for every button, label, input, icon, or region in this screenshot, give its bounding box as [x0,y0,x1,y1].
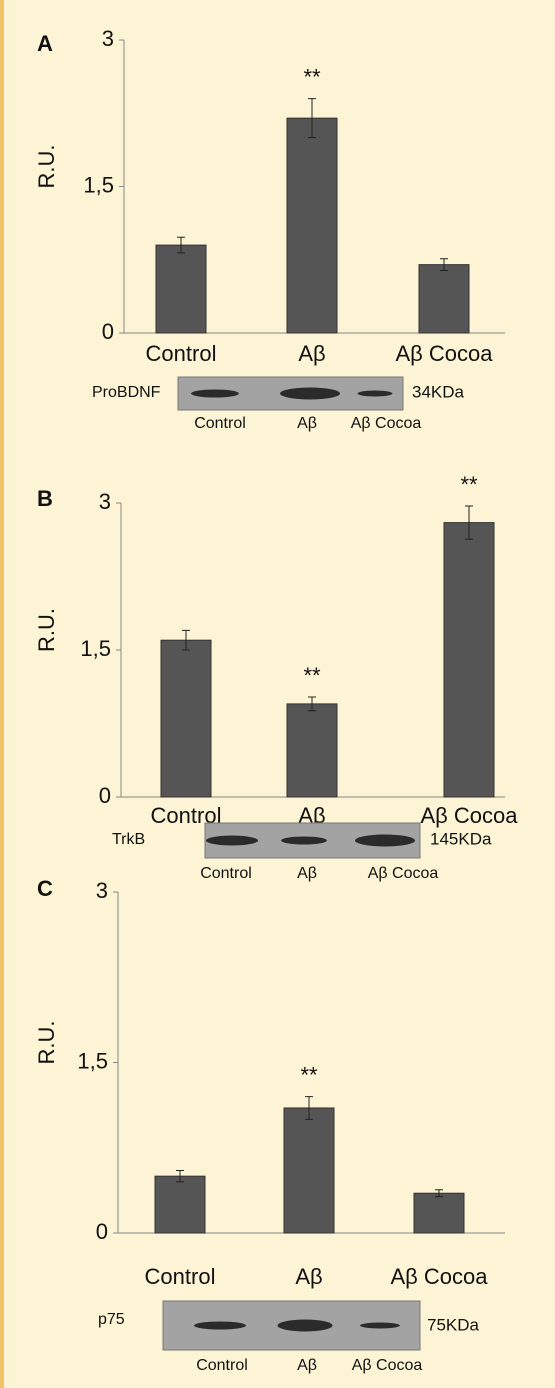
panel-letter: A [37,31,53,56]
blot-band [360,1322,400,1329]
bar [160,639,212,798]
blot-lane-label: Aβ Cocoa [368,865,439,882]
y-axis-label: R.U. [34,145,59,189]
blot-lane-label: Aβ [297,1357,317,1374]
error-bar [435,1189,443,1198]
x-tick-label: Aβ [295,1264,322,1289]
blot-band [277,1319,333,1332]
blot-label: ProBDNF [92,384,161,401]
y-tick-label: 1,5 [77,1048,108,1073]
bar [418,264,470,334]
error-bar [465,505,473,540]
blot-band [194,1321,246,1330]
y-tick-label: 0 [96,1219,108,1244]
x-tick-label: Control [145,1264,216,1289]
bar [155,244,207,334]
significance: ** [300,1062,318,1087]
y-tick-label: 3 [96,878,108,903]
significance: ** [303,663,321,688]
blot-lane-label: Aβ Cocoa [351,415,422,432]
blot-lane-label: Control [194,415,246,432]
y-axis-label: R.U. [34,608,59,652]
bar [443,522,495,798]
blot-lane-label: Control [196,1357,248,1374]
y-tick-label: 1,5 [83,172,114,197]
x-tick-label: Aβ Cocoa [390,1264,488,1289]
error-bar [308,98,316,139]
bar [286,117,338,334]
blot-lane-label: Aβ Cocoa [352,1357,423,1374]
x-tick-label: Aβ Cocoa [395,341,493,366]
y-tick-label: 0 [99,783,111,808]
y-tick-label: 0 [102,319,114,344]
error-bar [308,696,316,712]
significance: ** [303,64,321,89]
bar [154,1175,206,1234]
bar [283,1107,335,1234]
blot-label: TrkB [112,831,145,848]
x-tick-label: Control [146,341,217,366]
error-bar [440,258,448,271]
x-tick-label: Aβ [298,341,325,366]
error-bar [305,1096,313,1120]
panel-letter: C [37,876,53,901]
y-axis-label: R.U. [34,1021,59,1065]
blot-band [280,387,340,400]
error-bar [176,1169,184,1183]
y-tick-label: 1,5 [80,636,111,661]
blot-size: 145KDa [430,829,492,848]
y-tick-label: 3 [99,489,111,514]
bar [413,1192,465,1234]
bar [286,703,338,798]
error-bar [177,236,185,254]
blot-lane-label: Control [200,865,252,882]
blot-band [355,834,415,847]
blot-lane-label: Aβ [297,865,317,882]
edge [0,0,4,1388]
panel-letter: B [37,486,53,511]
y-tick-label: 3 [102,26,114,51]
blot-label: p75 [98,1311,125,1328]
blot-band [357,390,393,397]
error-bar [182,629,190,651]
blot-band [191,389,239,398]
blot-size: 34KDa [412,382,465,401]
blot-band [281,836,327,845]
significance: ** [460,472,478,497]
x-tick-label: Aβ Cocoa [420,803,518,828]
blot-band [206,835,258,846]
blot-lane-label: Aβ [297,415,317,432]
blot-size: 75KDa [427,1315,480,1334]
